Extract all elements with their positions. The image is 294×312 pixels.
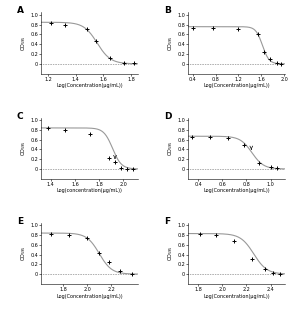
Y-axis label: OD$_{595}$: OD$_{595}$: [166, 35, 175, 51]
X-axis label: Log(Concentration(μg/mL)): Log(Concentration(μg/mL)): [56, 83, 123, 88]
Text: F: F: [164, 217, 170, 226]
Y-axis label: OD$_{595}$: OD$_{595}$: [19, 246, 28, 261]
Text: C: C: [17, 111, 24, 120]
Text: B: B: [164, 6, 171, 15]
X-axis label: Log(concentration(μg/mL)): Log(concentration(μg/mL)): [57, 188, 123, 193]
X-axis label: Log(Concentration(μg/mL)): Log(Concentration(μg/mL)): [203, 188, 270, 193]
Y-axis label: OD$_{595}$: OD$_{595}$: [166, 140, 175, 156]
Text: A: A: [17, 6, 24, 15]
Text: D: D: [164, 111, 172, 120]
Text: E: E: [17, 217, 23, 226]
Y-axis label: OD$_{595}$: OD$_{595}$: [19, 35, 28, 51]
Y-axis label: OD$_{595}$: OD$_{595}$: [19, 140, 28, 156]
X-axis label: Log(Concentration(μg/mL)): Log(Concentration(μg/mL)): [203, 294, 270, 299]
X-axis label: Log(Concentration(μg/mL)): Log(Concentration(μg/mL)): [56, 294, 123, 299]
X-axis label: Log(Concentration(μg/mL)): Log(Concentration(μg/mL)): [203, 83, 270, 88]
Y-axis label: OD$_{595}$: OD$_{595}$: [166, 246, 175, 261]
